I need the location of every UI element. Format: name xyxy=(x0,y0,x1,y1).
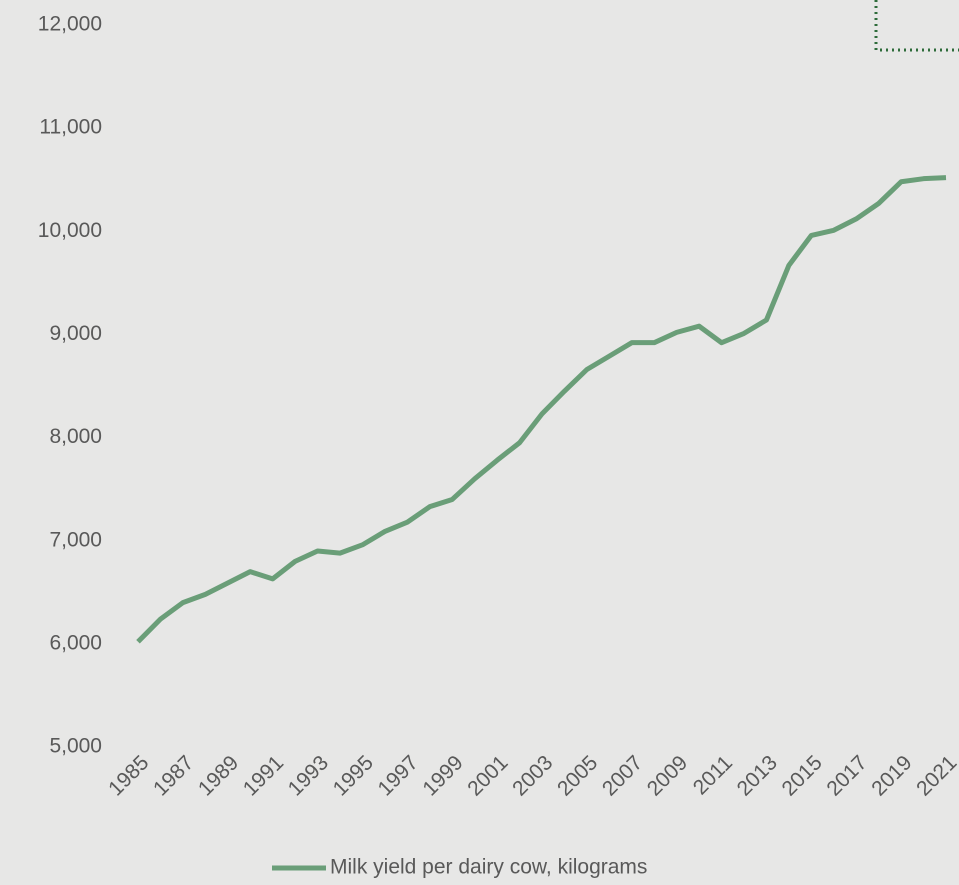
x-tick-label: 2001 xyxy=(463,751,512,800)
x-tick-label: 2021 xyxy=(912,751,959,800)
series-line xyxy=(136,175,947,644)
x-tick-label: 2011 xyxy=(689,751,737,799)
x-tick-label: 2017 xyxy=(822,751,871,800)
x-tick-label: 1985 xyxy=(104,751,153,800)
y-tick-label: 8,000 xyxy=(49,425,102,448)
y-tick-label: 11,000 xyxy=(39,116,102,139)
y-tick-label: 9,000 xyxy=(49,322,102,345)
y-tick-label: 10,000 xyxy=(38,219,102,242)
x-tick-label: 1991 xyxy=(239,751,288,800)
x-tick-label: 2015 xyxy=(777,751,826,800)
x-tick-label: 2007 xyxy=(598,751,647,800)
x-tick-label: 1993 xyxy=(284,751,333,800)
x-tick-label: 2013 xyxy=(733,751,782,800)
x-tick-label: 2019 xyxy=(867,751,916,800)
x-tick-label: 1999 xyxy=(418,751,467,800)
y-tick-label: 5,000 xyxy=(49,735,102,758)
y-tick-label: 12,000 xyxy=(38,13,102,36)
x-tick-label: 2009 xyxy=(643,751,692,800)
x-tick-label: 2003 xyxy=(508,751,557,800)
y-tick-label: 6,000 xyxy=(49,631,102,654)
x-tick-label: 2005 xyxy=(553,751,602,800)
x-tick-label: 1987 xyxy=(149,751,198,800)
x-tick-label: 1997 xyxy=(373,751,422,800)
decorative-box xyxy=(874,0,959,52)
y-tick-label: 7,000 xyxy=(49,528,102,551)
x-tick-label: 1995 xyxy=(329,751,378,800)
legend-label: Milk yield per dairy cow, kilograms xyxy=(330,856,647,879)
x-tick-label: 1989 xyxy=(194,751,243,800)
